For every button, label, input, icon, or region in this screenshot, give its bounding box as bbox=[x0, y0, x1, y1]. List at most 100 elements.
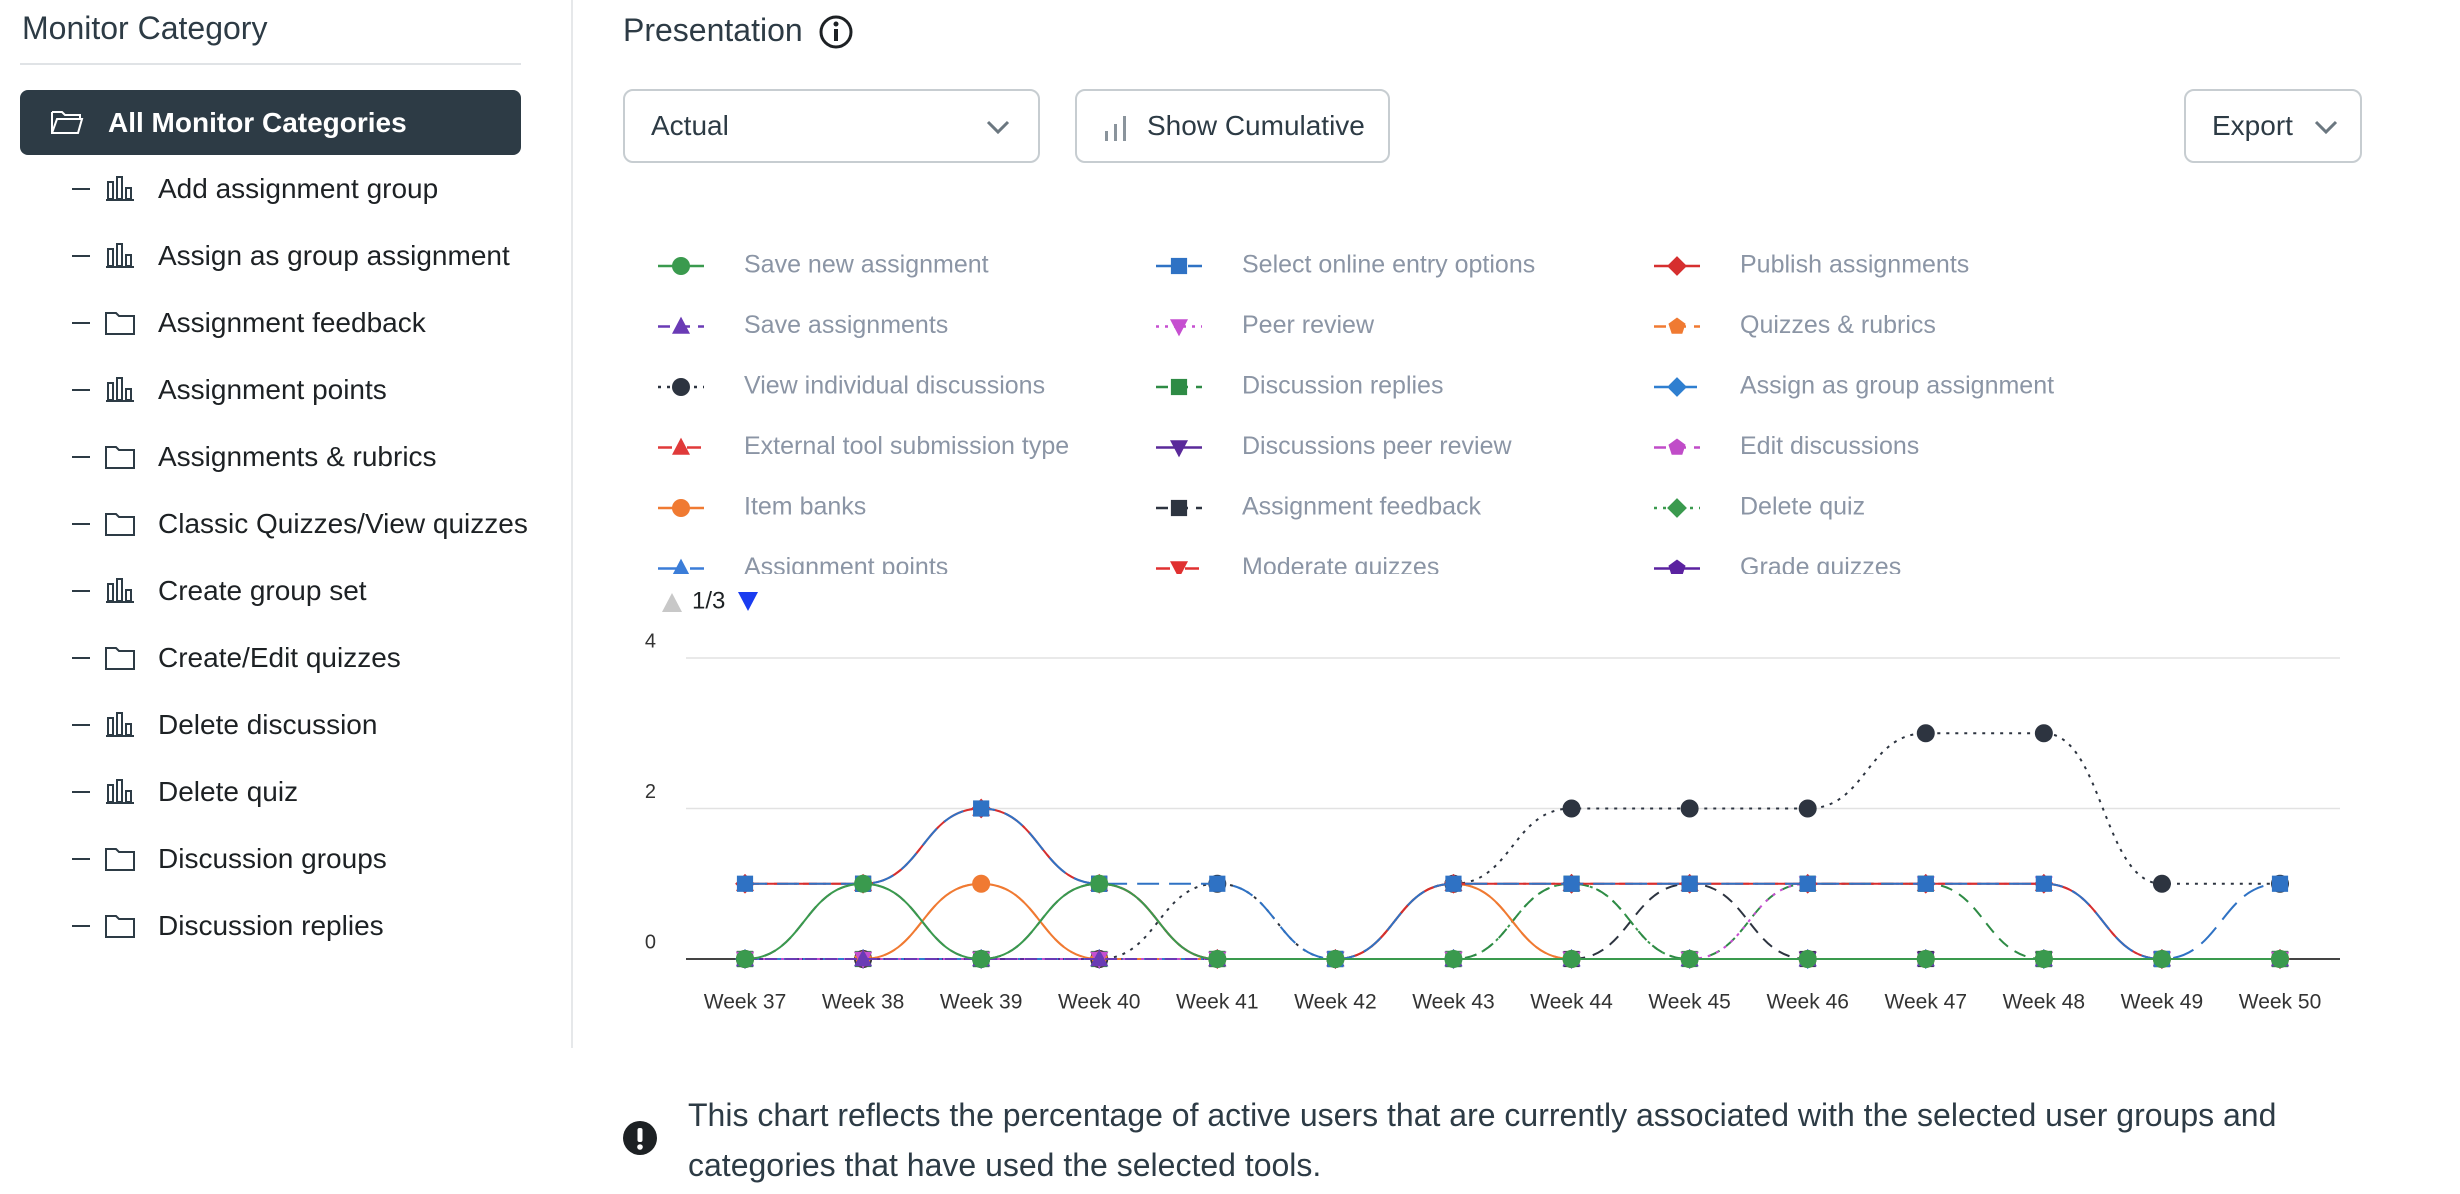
data-point bbox=[2152, 949, 2172, 969]
data-point bbox=[2271, 950, 2289, 967]
legend-label: Discussion replies bbox=[1242, 372, 1443, 400]
category-label: Create/Edit quizzes bbox=[158, 642, 401, 673]
data-point bbox=[1681, 950, 1699, 967]
x-tick-label: Week 49 bbox=[2121, 991, 2204, 1014]
legend-page: 1/3 bbox=[692, 587, 725, 614]
data-point bbox=[1326, 949, 1345, 967]
data-point bbox=[1561, 873, 1582, 894]
data-point bbox=[2033, 873, 2054, 894]
data-point bbox=[1561, 949, 1582, 969]
data-point bbox=[2271, 951, 2289, 969]
category-item[interactable]: Create/Edit quizzes bbox=[20, 624, 548, 691]
data-point bbox=[2035, 875, 2052, 892]
export-button[interactable]: Export bbox=[2184, 89, 2362, 163]
legend-marker bbox=[1668, 559, 1686, 574]
chart-icon bbox=[106, 242, 134, 268]
data-point bbox=[2152, 949, 2172, 969]
tree-line bbox=[72, 656, 90, 659]
data-point bbox=[1443, 873, 1464, 894]
x-tick-label: Week 39 bbox=[940, 991, 1023, 1014]
data-point bbox=[1916, 876, 1935, 894]
data-point bbox=[1444, 951, 1463, 969]
x-tick-label: Week 46 bbox=[1766, 991, 1849, 1014]
data-point bbox=[972, 950, 991, 968]
data-point bbox=[1679, 949, 1700, 969]
data-point bbox=[972, 874, 990, 892]
data-point bbox=[2034, 951, 2053, 969]
x-tick-label: Week 40 bbox=[1058, 991, 1141, 1014]
category-selected[interactable]: All Monitor Categories bbox=[20, 90, 521, 155]
data-point bbox=[2152, 950, 2171, 968]
data-point bbox=[854, 950, 872, 967]
data-point bbox=[1681, 875, 1698, 892]
category-item[interactable]: Classic Quizzes/View quizzes bbox=[20, 490, 548, 557]
legend-marker bbox=[1170, 378, 1188, 396]
cumulative-button[interactable]: Show Cumulative bbox=[1075, 89, 1390, 163]
legend-prev[interactable] bbox=[662, 593, 682, 612]
category-item[interactable]: Create group set bbox=[20, 557, 548, 624]
legend-label: Discussions peer review bbox=[1242, 432, 1512, 460]
data-point bbox=[854, 873, 873, 891]
data-point bbox=[2153, 950, 2171, 968]
chart-icon bbox=[106, 175, 134, 201]
data-point bbox=[2270, 949, 2290, 969]
x-tick-label: Week 48 bbox=[2003, 991, 2086, 1014]
legend-label: Assign as group assignment bbox=[1740, 372, 2054, 400]
category-item[interactable]: Assignment points bbox=[20, 356, 548, 423]
data-point bbox=[1562, 950, 1581, 968]
data-point bbox=[854, 950, 872, 967]
data-point bbox=[1680, 873, 1699, 891]
data-point bbox=[2034, 873, 2053, 891]
legend-label: Save assignments bbox=[744, 311, 948, 339]
legend-label: Item banks bbox=[744, 493, 866, 521]
data-point bbox=[736, 950, 754, 967]
legend-label: Peer review bbox=[1242, 311, 1375, 339]
data-point bbox=[1799, 950, 1817, 967]
folder-icon bbox=[105, 646, 135, 670]
data-point bbox=[2153, 950, 2171, 967]
data-point bbox=[1799, 950, 1817, 967]
folder-icon bbox=[105, 914, 135, 938]
category-item[interactable]: Assignments & rubrics bbox=[20, 423, 548, 490]
category-label: Assignment points bbox=[158, 374, 387, 405]
data-point bbox=[1325, 949, 1346, 969]
data-point bbox=[1799, 875, 1816, 892]
data-point bbox=[1444, 950, 1463, 967]
category-item[interactable]: Discussion replies bbox=[20, 892, 548, 959]
category-item[interactable]: Delete discussion bbox=[20, 691, 548, 758]
tree-line bbox=[72, 388, 90, 391]
data-point bbox=[2271, 949, 2289, 967]
data-point bbox=[2152, 949, 2171, 967]
data-point bbox=[971, 798, 992, 819]
category-item[interactable]: Discussion groups bbox=[20, 825, 548, 892]
data-point bbox=[1797, 949, 1818, 969]
presentation-dropdown[interactable]: Actual bbox=[623, 89, 1040, 163]
data-point bbox=[1562, 951, 1581, 969]
data-point bbox=[1090, 951, 1109, 969]
dropdown-value: Actual bbox=[651, 110, 729, 141]
data-point bbox=[853, 949, 873, 969]
data-point bbox=[1561, 873, 1582, 894]
data-point bbox=[2271, 950, 2289, 967]
data-point bbox=[854, 951, 873, 969]
category-item[interactable]: Assign as group assignment bbox=[20, 222, 548, 289]
legend-next[interactable] bbox=[738, 592, 758, 611]
data-point bbox=[736, 950, 754, 968]
data-point bbox=[2034, 949, 2053, 967]
category-item[interactable]: Add assignment group bbox=[20, 155, 548, 222]
data-point bbox=[1090, 950, 1108, 967]
category-item[interactable]: Assignment feedback bbox=[20, 289, 548, 356]
data-point bbox=[1209, 950, 1226, 968]
data-point bbox=[972, 950, 991, 968]
data-point bbox=[1208, 950, 1226, 967]
legend-marker bbox=[1667, 256, 1687, 276]
series-line bbox=[744, 882, 2280, 960]
info-icon[interactable] bbox=[818, 14, 854, 50]
data-point bbox=[1208, 950, 1227, 968]
data-point bbox=[1562, 950, 1581, 968]
data-point bbox=[1915, 873, 1936, 894]
folder-icon bbox=[105, 445, 135, 469]
data-point bbox=[2152, 949, 2172, 969]
category-item[interactable]: Delete quiz bbox=[20, 758, 548, 825]
data-point bbox=[2034, 724, 2053, 743]
